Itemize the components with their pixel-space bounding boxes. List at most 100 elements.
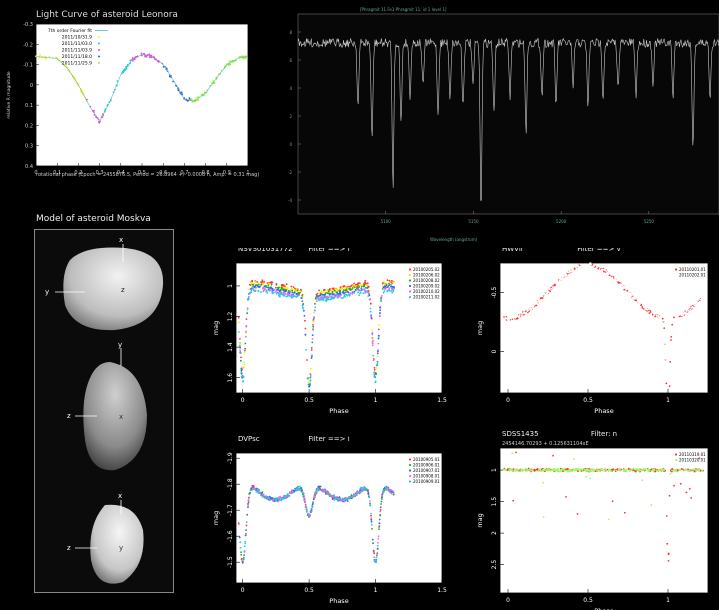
- data-point: [321, 488, 324, 491]
- dvpsc-filter: Filter ==> i: [308, 436, 349, 443]
- data-point: [243, 366, 245, 369]
- data-point: [381, 494, 384, 497]
- view1-axis-c: z: [121, 286, 125, 294]
- data-point: [373, 373, 376, 376]
- data-point: [370, 317, 373, 319]
- data-point: [331, 287, 334, 290]
- x-tick-label: 0.4: [117, 170, 125, 176]
- data-point: [333, 296, 336, 299]
- data-point: [652, 312, 655, 315]
- data-point: [693, 304, 696, 307]
- x-tick-label: 0.3: [96, 170, 104, 176]
- data-point: [238, 321, 240, 324]
- data-point: [238, 523, 240, 526]
- data-point: [559, 280, 562, 283]
- x-tick-label: 1: [246, 170, 249, 176]
- data-point: [43, 55, 46, 58]
- data-point: [254, 285, 257, 288]
- y-tick-label: 1.4: [227, 342, 234, 352]
- x-tick-label: 0: [34, 170, 37, 176]
- data-point: [242, 376, 245, 378]
- data-point: [311, 334, 314, 337]
- data-point: [515, 451, 517, 454]
- data-point: [576, 467, 579, 470]
- data-point: [243, 351, 246, 354]
- data-point: [369, 502, 371, 505]
- data-point: [378, 518, 381, 521]
- data-point: [275, 286, 277, 289]
- data-point: [569, 270, 572, 272]
- data-point: [688, 469, 691, 471]
- data-point: [343, 295, 346, 298]
- y-tick-label: 6: [289, 58, 292, 63]
- data-point: [293, 295, 295, 298]
- data-point: [239, 349, 241, 352]
- data-point: [310, 357, 313, 359]
- sdss-ylabel: mag: [476, 513, 484, 527]
- data-point: [370, 517, 373, 520]
- data-point: [311, 505, 314, 507]
- data-point: [339, 294, 342, 297]
- data-point: [690, 497, 693, 499]
- data-point: [602, 469, 605, 472]
- x-tick-label: 0.5: [583, 397, 593, 404]
- data-point: [321, 293, 324, 296]
- data-point: [345, 293, 348, 296]
- data-point: [356, 494, 358, 497]
- y-tick-label: -0.2: [23, 42, 33, 48]
- data-point: [301, 294, 304, 297]
- data-point: [644, 468, 647, 470]
- data-point: [365, 290, 368, 293]
- data-point: [275, 500, 277, 502]
- data-point: [638, 303, 641, 306]
- data-point: [517, 468, 519, 471]
- data-point: [323, 289, 325, 292]
- data-point: [369, 302, 372, 305]
- dvpsc-plot-area: [235, 452, 443, 584]
- data-point: [244, 540, 247, 543]
- asteroid-view-2: [83, 362, 147, 471]
- data-point: [367, 489, 369, 492]
- legend-label: 20100209.02: [413, 284, 440, 289]
- data-point: [361, 289, 363, 292]
- data-point: [247, 297, 250, 300]
- data-point: [242, 557, 245, 560]
- data-point: [577, 264, 579, 267]
- spectrum-line: [297, 37, 719, 201]
- data-point: [289, 491, 292, 494]
- data-point: [374, 380, 377, 383]
- nsvs-chart: NSVS01031772 Filter ==> i 0 0.5 1 1.5 1 1.2 1.4 1…: [212, 248, 447, 415]
- data-point: [267, 282, 270, 285]
- data-point: [372, 549, 375, 552]
- data-point: [365, 284, 368, 287]
- data-point: [622, 285, 625, 288]
- data-point: [377, 328, 380, 331]
- data-point: [632, 467, 635, 470]
- data-point: [376, 547, 379, 550]
- data-point: [333, 495, 336, 497]
- data-point: [310, 507, 313, 510]
- y-tick-label: 0.1: [25, 103, 33, 109]
- data-point: [625, 288, 628, 290]
- legend-swatch: [674, 458, 678, 462]
- data-point: [304, 504, 307, 506]
- data-point: [227, 64, 230, 67]
- data-point: [343, 499, 346, 501]
- data-point: [672, 318, 674, 321]
- data-point: [628, 470, 631, 472]
- data-point: [513, 315, 515, 317]
- data-point: [246, 513, 249, 516]
- data-point: [244, 342, 247, 345]
- data-point: [389, 281, 391, 284]
- data-point: [303, 500, 306, 503]
- data-point: [653, 314, 655, 317]
- data-point: [307, 513, 309, 516]
- data-point: [331, 495, 334, 498]
- y-tick-label: 0: [491, 350, 498, 354]
- data-point: [340, 498, 343, 500]
- data-point: [390, 290, 392, 292]
- view3-axis-a: x: [118, 492, 122, 500]
- data-point: [362, 488, 365, 490]
- data-point: [331, 290, 334, 293]
- view1-axis-b: y: [45, 288, 49, 296]
